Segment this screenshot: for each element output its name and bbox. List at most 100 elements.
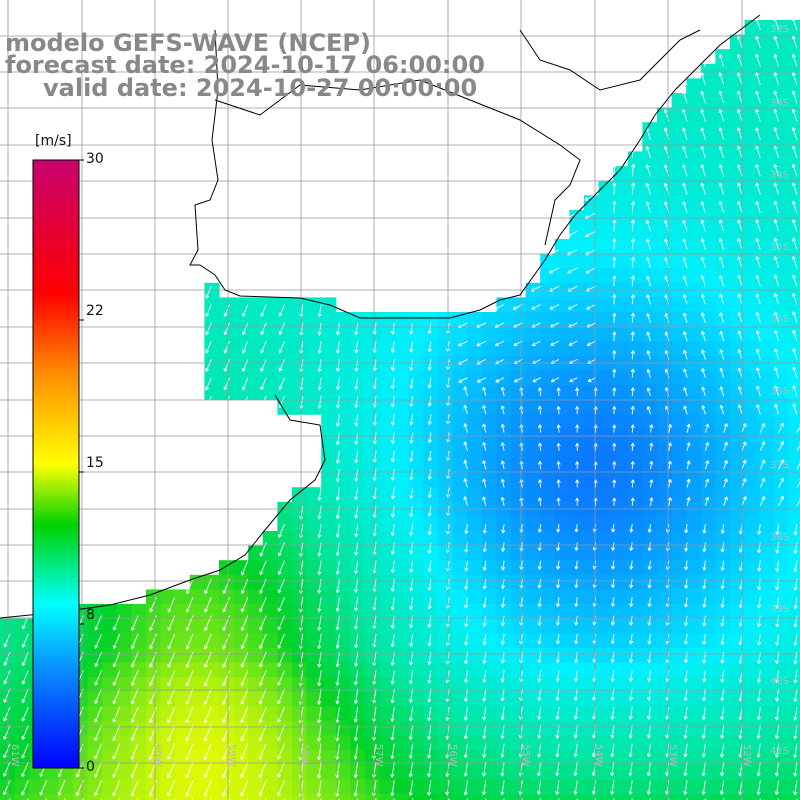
wind-speed-cell bbox=[686, 268, 702, 284]
wind-speed-cell bbox=[613, 239, 629, 255]
wind-speed-cell bbox=[730, 93, 746, 109]
wind-speed-cell bbox=[350, 487, 366, 503]
wind-speed-cell bbox=[394, 458, 410, 474]
lat-label-35s-a: 35S bbox=[770, 242, 790, 253]
lat-label-40s: 40S bbox=[770, 676, 790, 687]
wind-speed-cell bbox=[700, 136, 716, 152]
wind-speed-cell bbox=[613, 297, 629, 313]
wind-speed-cell bbox=[657, 443, 673, 459]
lon-label-56w: 56W bbox=[447, 744, 458, 767]
wind-speed-cell bbox=[379, 312, 395, 328]
wind-speed-cell bbox=[335, 472, 351, 488]
wind-speed-cell bbox=[394, 516, 410, 532]
wind-speed-cell bbox=[540, 458, 556, 474]
wind-speed-cell bbox=[773, 20, 789, 36]
wind-speed-cell bbox=[686, 399, 702, 415]
wind-speed-cell bbox=[627, 224, 643, 240]
wind-speed-cell bbox=[730, 487, 746, 503]
colorbar-tick-15: 15 bbox=[86, 455, 104, 471]
wind-speed-cell bbox=[335, 326, 351, 342]
wind-speed-cell bbox=[686, 326, 702, 342]
wind-speed-cell bbox=[773, 63, 789, 79]
wind-speed-cell bbox=[248, 385, 264, 401]
wind-speed-cell bbox=[773, 122, 789, 138]
wind-speed-cell bbox=[730, 209, 746, 225]
wind-speed-cell bbox=[292, 385, 308, 401]
wind-speed-cell bbox=[277, 516, 293, 532]
wind-speed-cell bbox=[671, 166, 687, 182]
wind-speed-cell bbox=[481, 341, 497, 357]
lon-label-59w: 59W bbox=[226, 744, 237, 767]
wind-speed-cell bbox=[657, 458, 673, 474]
wind-speed-cell bbox=[365, 399, 381, 415]
wind-speed-cell bbox=[700, 458, 716, 474]
wind-speed-cell bbox=[379, 472, 395, 488]
wind-speed-cell bbox=[773, 93, 789, 109]
wind-speed-cell bbox=[321, 516, 337, 532]
wind-speed-cell bbox=[671, 253, 687, 269]
wind-speed-cell bbox=[613, 443, 629, 459]
wind-speed-cell bbox=[598, 341, 614, 357]
wind-speed-cell bbox=[379, 326, 395, 342]
wind-speed-cell bbox=[306, 516, 322, 532]
wind-speed-cell bbox=[613, 253, 629, 269]
wind-speed-cell bbox=[759, 136, 775, 152]
wind-speed-cell bbox=[467, 443, 483, 459]
wind-speed-cell bbox=[642, 209, 658, 225]
wind-speed-cell bbox=[657, 487, 673, 503]
wind-speed-cell bbox=[452, 370, 468, 386]
wind-speed-cell bbox=[598, 253, 614, 269]
wind-speed-cell bbox=[438, 487, 454, 503]
wind-speed-cell bbox=[788, 224, 800, 240]
wind-speed-cell bbox=[423, 312, 439, 328]
wind-speed-cell bbox=[788, 180, 800, 196]
wind-speed-cell bbox=[773, 49, 789, 65]
colorbar-tick-30: 30 bbox=[86, 151, 104, 167]
wind-speed-cell bbox=[627, 180, 643, 196]
wind-speed-cell bbox=[773, 414, 789, 430]
wind-speed-cell bbox=[788, 209, 800, 225]
wind-speed-cell bbox=[642, 472, 658, 488]
wind-speed-cell bbox=[700, 312, 716, 328]
wind-speed-cell bbox=[773, 136, 789, 152]
wind-speed-cell bbox=[657, 268, 673, 284]
wind-speed-cell bbox=[788, 370, 800, 386]
lon-label-55w: 55W bbox=[520, 744, 531, 767]
wind-speed-cell bbox=[598, 414, 614, 430]
wind-speed-cell bbox=[657, 151, 673, 167]
wind-speed-cell bbox=[759, 472, 775, 488]
wind-speed-cell bbox=[467, 458, 483, 474]
wind-speed-cell bbox=[759, 78, 775, 94]
wind-speed-cell bbox=[292, 297, 308, 313]
wind-speed-cell bbox=[671, 487, 687, 503]
wind-speed-cell bbox=[788, 166, 800, 182]
wind-speed-cell bbox=[525, 370, 541, 386]
lat-label-34s-b: 34S bbox=[770, 170, 790, 181]
wind-speed-cell bbox=[627, 209, 643, 225]
wind-speed-cell bbox=[657, 209, 673, 225]
wind-speed-cell bbox=[262, 370, 278, 386]
wind-speed-cell bbox=[788, 239, 800, 255]
wind-speed-cell bbox=[671, 472, 687, 488]
wind-speed-cell bbox=[627, 195, 643, 211]
wind-speed-cell bbox=[525, 472, 541, 488]
wind-speed-cell bbox=[700, 195, 716, 211]
wind-speed-cell bbox=[394, 341, 410, 357]
wind-speed-cell bbox=[219, 326, 235, 342]
wind-speed-cell bbox=[394, 443, 410, 459]
wind-speed-cell bbox=[540, 487, 556, 503]
wind-speed-cell bbox=[394, 487, 410, 503]
wind-speed-cell bbox=[584, 370, 600, 386]
wind-speed-cell bbox=[671, 341, 687, 357]
wind-speed-cell bbox=[686, 209, 702, 225]
wind-speed-cell bbox=[700, 209, 716, 225]
wind-speed-cell bbox=[525, 414, 541, 430]
wind-speed-cell bbox=[394, 414, 410, 430]
wind-speed-cell bbox=[554, 297, 570, 313]
wind-speed-cell bbox=[248, 341, 264, 357]
wind-speed-cell bbox=[671, 414, 687, 430]
wind-speed-cell bbox=[525, 443, 541, 459]
wind-speed-cell bbox=[730, 166, 746, 182]
wind-speed-cell bbox=[584, 224, 600, 240]
wind-speed-cell bbox=[744, 472, 760, 488]
